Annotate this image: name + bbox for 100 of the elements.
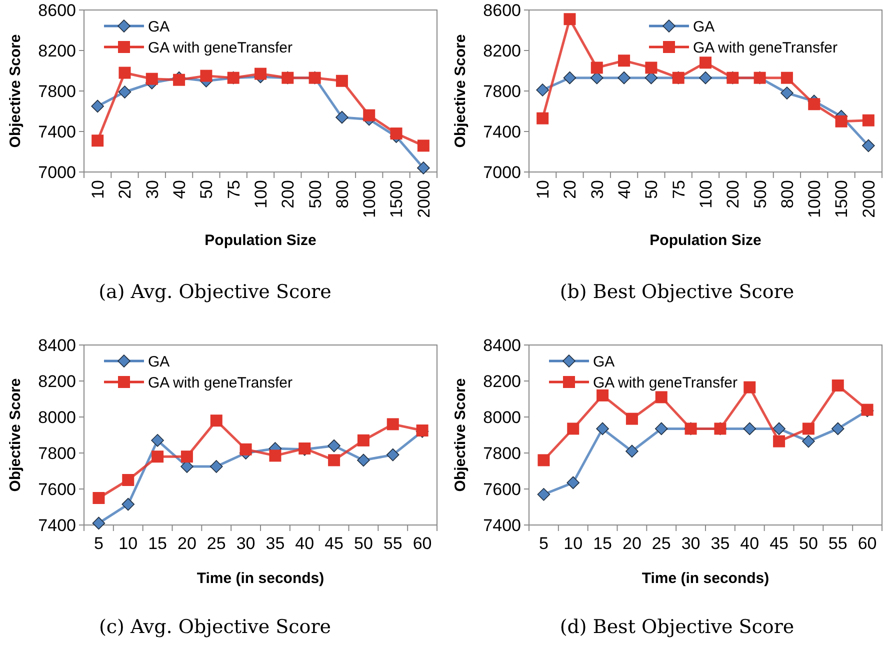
x-tick-label: 800 (778, 180, 797, 208)
x-tick-label: 100 (696, 180, 716, 208)
point (152, 450, 164, 463)
point (808, 98, 820, 110)
x-tick-label: 25 (652, 534, 671, 553)
legend-label: GA (148, 353, 170, 370)
legend-label: GA with geneTransfer (148, 374, 293, 392)
text: (a) Avg. Objective Score (98, 281, 332, 303)
x-tick-label: 10 (118, 534, 138, 553)
point (151, 434, 164, 447)
point (328, 439, 340, 452)
x-tick-label: 30 (142, 180, 162, 199)
point (118, 66, 131, 79)
y-tick-label: 7000 (483, 162, 521, 182)
x-tick-label: 1500 (832, 180, 852, 218)
point (210, 414, 222, 427)
y-tick-label: 8200 (483, 41, 521, 60)
point (563, 71, 576, 84)
y-tick-label: 7400 (483, 516, 521, 535)
legend-label: GA with geneTransfer (148, 39, 293, 56)
x-tick-label: 60 (858, 534, 877, 553)
point (567, 422, 580, 435)
point (336, 110, 348, 124)
x-tick-label: 5 (538, 534, 548, 553)
point (386, 418, 399, 430)
point (645, 62, 658, 74)
x-tick-label: 2000 (859, 180, 878, 218)
point (200, 70, 212, 82)
text: (b) Best Objective Score (560, 281, 794, 303)
y-tick-label: 8200 (483, 372, 521, 391)
legend-label: GA (593, 353, 615, 370)
point (780, 72, 793, 84)
point (536, 84, 549, 96)
x-tick-label: 800 (332, 180, 352, 208)
y-tick-label: 7400 (38, 122, 76, 142)
x-tick-label: 35 (266, 534, 285, 553)
x-tick-label: 15 (593, 534, 612, 553)
point (831, 422, 844, 436)
point (590, 62, 603, 74)
y-tick-label: 7000 (38, 162, 76, 182)
point (537, 488, 550, 501)
x-tick-label: 1500 (387, 180, 406, 218)
legend-label: GA with geneTransfer (593, 374, 738, 392)
y-tick-label: 8000 (483, 408, 521, 427)
point (773, 435, 786, 448)
x-tick-label: 40 (740, 534, 760, 553)
point (802, 434, 815, 448)
point (699, 71, 712, 84)
point (180, 450, 193, 463)
point (626, 412, 638, 425)
x-tick-label: 30 (681, 534, 700, 553)
point (336, 74, 348, 87)
y-tick-label: 7800 (483, 444, 521, 463)
point (357, 434, 370, 446)
point (386, 448, 400, 462)
x-tick-label: 20 (116, 180, 135, 199)
point (566, 476, 580, 490)
x-tick-label: 10 (88, 180, 108, 199)
point (173, 74, 186, 86)
point (92, 134, 104, 147)
y-tick-label: 8400 (483, 336, 521, 355)
point (835, 115, 848, 128)
x-tick-label: 50 (197, 180, 216, 199)
x-tick-label: 2000 (414, 180, 434, 218)
y-tick-label: 7800 (38, 82, 76, 101)
point (596, 389, 609, 402)
y-tick-label: 7600 (38, 480, 76, 499)
x-tick-label: 40 (295, 534, 314, 553)
x-tick-label: 40 (614, 180, 634, 199)
x-tick-label: 1000 (360, 180, 380, 218)
y-tick-label: 7600 (483, 480, 521, 499)
x-tick-label: 15 (148, 534, 168, 553)
point (146, 72, 158, 85)
text: (c) Avg. Objective Score (98, 616, 332, 638)
x-tick-label: 55 (383, 534, 402, 553)
x-tick-label: 20 (177, 534, 196, 553)
x-tick-label: 100 (251, 180, 270, 208)
point (363, 109, 376, 122)
point (802, 422, 814, 435)
point (655, 391, 668, 404)
point (596, 422, 609, 436)
x-axis-title: Time (in seconds) (196, 570, 324, 587)
x-tick-label: 200 (724, 180, 743, 208)
y-axis-title: Objective Score (7, 378, 24, 492)
y-tick-label: 8000 (38, 408, 76, 427)
x-axis-title: Population Size (650, 232, 762, 249)
x-tick-label: 75 (224, 180, 244, 199)
point (118, 86, 132, 98)
x-tick-label: 500 (306, 180, 325, 208)
x-axis-title: Population Size (204, 232, 316, 249)
point (744, 381, 756, 394)
point (654, 422, 668, 436)
x-tick-label: 5 (94, 534, 104, 553)
point (564, 13, 576, 26)
point (626, 444, 638, 458)
point (832, 380, 844, 392)
x-tick-label: 30 (236, 534, 256, 553)
point (772, 422, 786, 436)
y-tick-label: 8600 (38, 0, 76, 20)
y-tick-label: 7400 (483, 122, 521, 142)
